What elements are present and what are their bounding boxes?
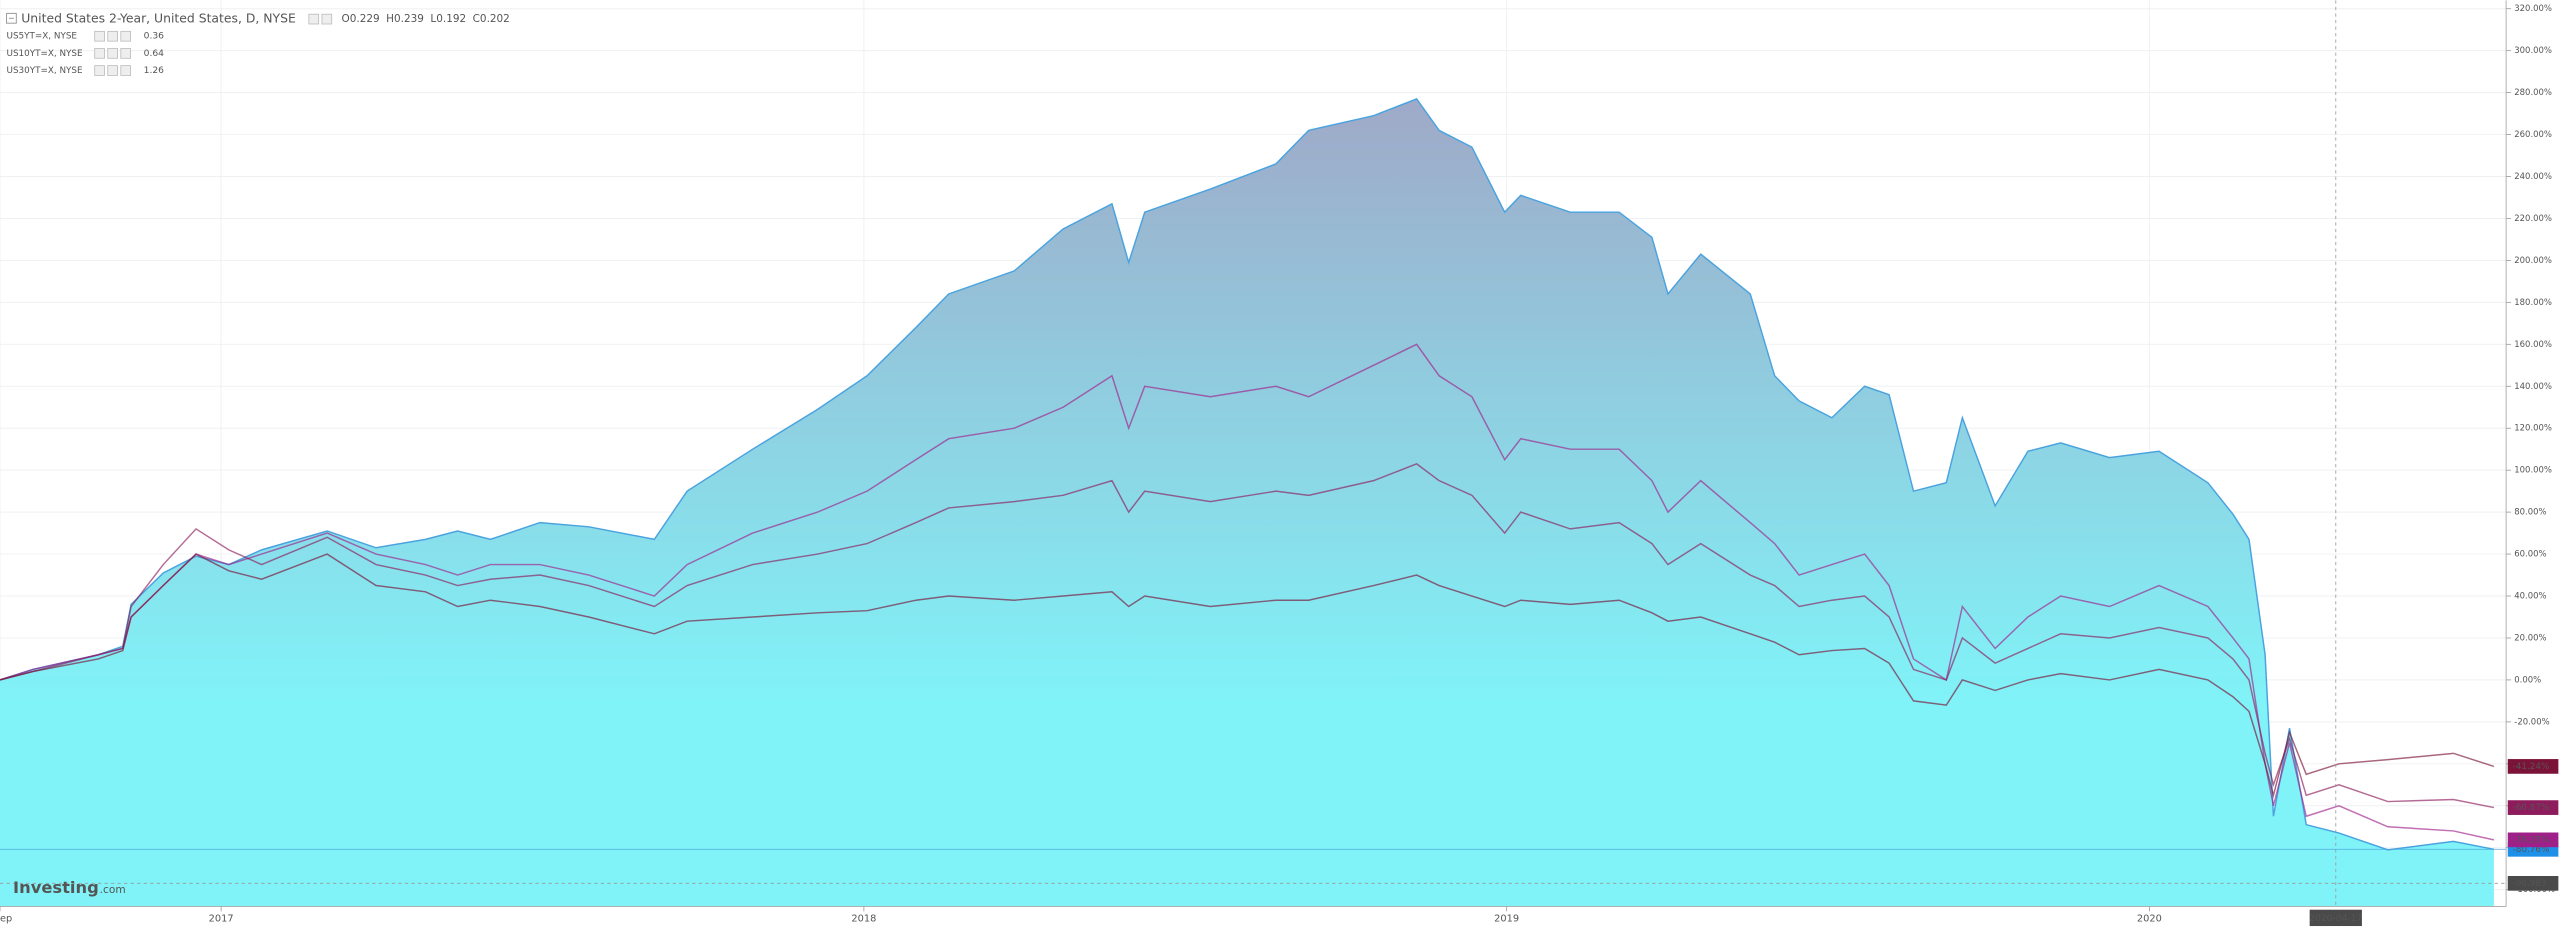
- y-tick-label: 240.00%: [2514, 171, 2552, 181]
- y-tick-label: 160.00%: [2514, 339, 2552, 349]
- crosshair-x-tag: [2309, 909, 2362, 927]
- area: [0, 98, 2494, 907]
- crosshair-y-label: -96.983: [2513, 879, 2547, 889]
- ohlc-value: O0.229: [342, 13, 380, 25]
- y-tick-label: 80.00%: [2514, 507, 2546, 517]
- last-value-tag: [2507, 759, 2559, 774]
- legend-button[interactable]: [94, 30, 105, 42]
- x-tick-label: 2018: [851, 914, 876, 925]
- legend-price: 0.36: [144, 32, 165, 42]
- y-tick-label: 140.00%: [2514, 381, 2552, 391]
- x-tick-label: ep: [0, 914, 12, 925]
- legend-button[interactable]: [107, 48, 118, 59]
- legend-entry: US10YT=X, NYSE: [7, 49, 83, 59]
- ohlc-value: H0.239: [386, 13, 424, 25]
- y-tick-label: 60.00%: [2514, 549, 2546, 559]
- last-value-label: -41.24%: [2513, 762, 2550, 772]
- legend-button[interactable]: [94, 48, 105, 59]
- axes: -100.00%-80.00%-60.00%-40.00%-20.00%0.00…: [0, 3, 2559, 927]
- last-value-label: -60.87%: [2513, 803, 2550, 813]
- logo: Investing .com: [13, 878, 126, 897]
- y-tick-label: 280.00%: [2514, 87, 2552, 97]
- legend-button[interactable]: [120, 48, 132, 59]
- y-tick-label: 40.00%: [2514, 591, 2546, 601]
- y-tick-label: 200.00%: [2514, 255, 2552, 265]
- legend-button[interactable]: [321, 13, 333, 25]
- x-tick-label: 2020: [2137, 914, 2162, 925]
- legend-button[interactable]: [94, 65, 105, 76]
- legend: United States 2-Year, United States, D, …: [6, 11, 510, 76]
- last-value-label: -76.25%: [2513, 835, 2550, 845]
- legend-button[interactable]: [120, 30, 132, 42]
- y-tick-label: 220.00%: [2514, 213, 2552, 223]
- plot-area: [0, 0, 2507, 907]
- y-tick-label: 300.00%: [2514, 45, 2552, 55]
- last-value-tag: [2507, 800, 2559, 815]
- y-tick-label: 100.00%: [2514, 465, 2552, 475]
- last-value-tag: [2507, 832, 2559, 848]
- legend-entry: US5YT=X, NYSE: [7, 32, 77, 42]
- ohlc-value: C0.202: [473, 13, 510, 25]
- logo-text: Investing: [13, 878, 99, 897]
- y-tick-label: 0.00%: [2514, 674, 2541, 684]
- area-line: [0, 98, 2495, 851]
- legend-button[interactable]: [308, 13, 320, 25]
- y-tick-label: 120.00%: [2514, 423, 2552, 433]
- y-tick-label: 260.00%: [2514, 129, 2552, 139]
- legend-entry: US30YT=X, NYSE: [7, 66, 83, 76]
- last-value-label: -80.76%: [2513, 845, 2550, 855]
- line: [0, 463, 2495, 809]
- ohlc-value: L0.192: [430, 13, 466, 25]
- collapse-icon[interactable]: [6, 12, 17, 24]
- x-tick-label: 2017: [209, 914, 234, 925]
- legend-button[interactable]: [120, 65, 132, 76]
- legend-button[interactable]: [107, 30, 118, 42]
- legend-price: 0.64: [144, 49, 165, 59]
- y-tick-label: 180.00%: [2514, 297, 2552, 307]
- legend-title: United States 2-Year, United States, D, …: [21, 11, 296, 26]
- line: [0, 343, 2495, 841]
- crosshair-y-tag: [2507, 875, 2559, 891]
- line: [0, 553, 2495, 799]
- logo-suffix: .com: [100, 883, 126, 896]
- legend-button[interactable]: [107, 65, 118, 76]
- y-tick-label: -20.00%: [2514, 716, 2549, 726]
- y-tick-label: 320.00%: [2514, 3, 2552, 13]
- x-tick-label: 2019: [1494, 914, 1519, 925]
- y-tick-label: 20.00%: [2514, 632, 2546, 642]
- crosshair-x-label: 2020-04-17: [2309, 914, 2362, 924]
- legend-price: 1.26: [144, 66, 165, 76]
